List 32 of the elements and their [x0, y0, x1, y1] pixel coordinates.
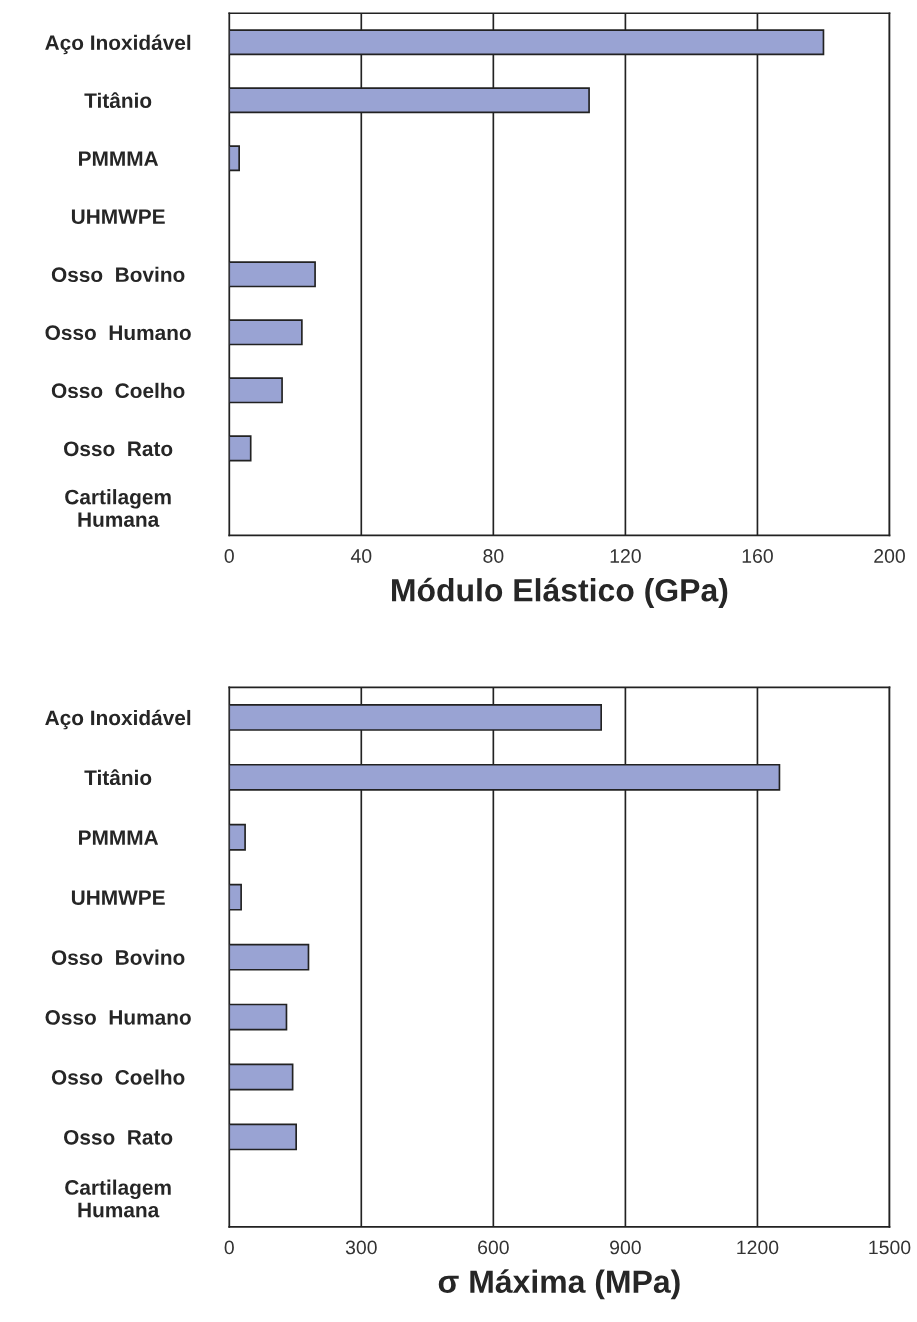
- x-tick-label: 1500: [869, 1240, 911, 1255]
- x-tick-label: 900: [610, 1240, 641, 1255]
- y-tick-label: Cartilagem Humana: [65, 1179, 171, 1218]
- x-tick-label: 200: [874, 549, 905, 563]
- x-tick-label: 80: [483, 549, 504, 563]
- y-tick-label: UHMWPE: [71, 890, 165, 905]
- x-tick-label: 40: [350, 549, 372, 563]
- x-tick-label: 1200: [737, 1240, 779, 1255]
- y-tick-label: Osso Humano: [45, 325, 191, 341]
- x-tick-label: 600: [478, 1240, 509, 1255]
- y-tick-label: Aço Inoxidável: [45, 709, 191, 730]
- y-tick-label: Osso Rato: [64, 441, 173, 457]
- y-tick-label: UHMWPE: [71, 209, 165, 225]
- x-tick-label: 0: [224, 549, 234, 563]
- y-tick-label: Titânio: [84, 92, 152, 109]
- y-tick-label: PMMMA: [79, 830, 159, 845]
- x-tick-label: 300: [345, 1240, 377, 1255]
- y-tick-label: Osso Coelho: [51, 382, 185, 399]
- y-tick-label: Osso Bovino: [51, 266, 185, 283]
- y-tick-label: PMMMA: [79, 151, 159, 166]
- y-tick-label: Aço Inoxidável: [45, 34, 191, 55]
- x-tick-label: 120: [610, 549, 641, 563]
- y-tick-label: Osso Rato: [64, 1129, 173, 1145]
- x-axis-title: Módulo Elástico (GPa): [392, 577, 728, 608]
- y-tick-label: Osso Bovino: [51, 949, 185, 965]
- x-axis-title: σ Máxima (MPa): [438, 1269, 680, 1300]
- x-tick-label: 160: [742, 549, 773, 563]
- y-tick-label: Cartilagem Humana: [65, 489, 171, 527]
- x-tick-label: 0: [224, 1240, 234, 1255]
- y-tick-label: Osso Coelho: [51, 1069, 185, 1085]
- y-tick-label: Osso Humano: [45, 1010, 191, 1025]
- y-tick-label: Titânio: [84, 769, 152, 786]
